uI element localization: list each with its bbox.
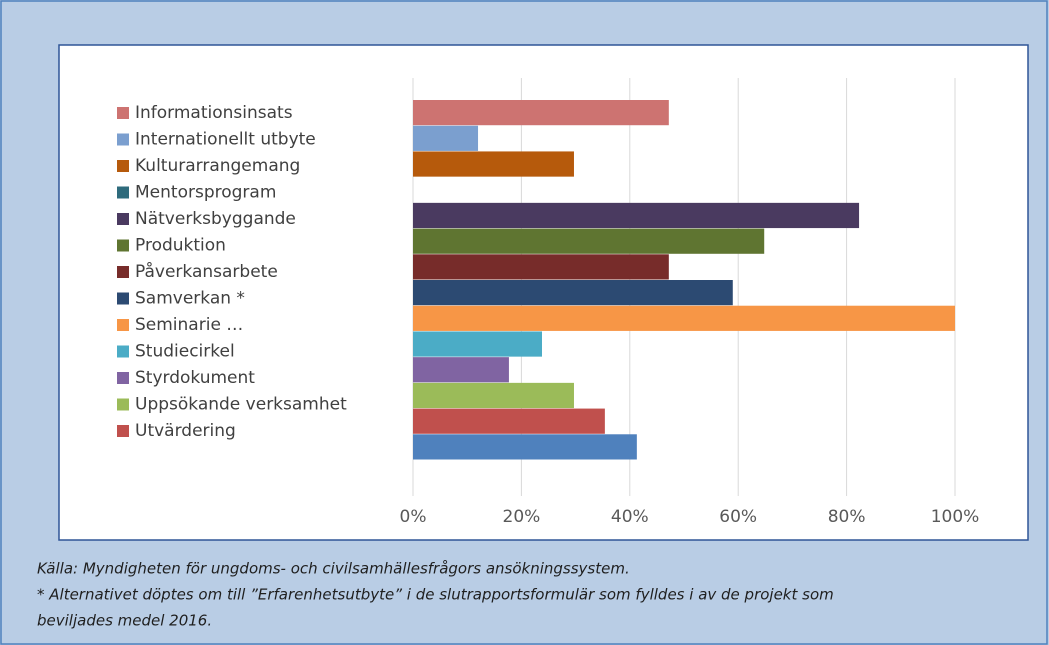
bar	[413, 125, 479, 151]
bar	[413, 357, 509, 383]
legend-label: Produktion	[135, 236, 226, 256]
legend-swatch	[117, 345, 129, 358]
bar	[413, 331, 542, 357]
legend-swatch	[117, 133, 129, 146]
legend-swatch	[117, 107, 129, 119]
note: beviljades medel 2016.	[37, 612, 212, 630]
legend-swatch	[117, 239, 129, 252]
legend-label: Studiecirkel	[135, 342, 235, 362]
note: Källa: Myndigheten för ungdoms- och civi…	[37, 560, 630, 578]
legend-label: Internationellt utbyte	[135, 130, 316, 150]
bar	[413, 202, 860, 229]
legend-label: Kulturarrangemang	[135, 156, 300, 176]
bar	[413, 254, 669, 280]
legend-label: Samverkan *	[135, 289, 245, 309]
bar	[413, 280, 733, 306]
legend-label: Nätverksbyggande	[135, 209, 296, 229]
bar	[413, 408, 605, 434]
legend-label: Mentorsprogram	[135, 183, 276, 203]
legend-label: Informationsinsats	[135, 103, 293, 123]
legend-label: Seminarie …	[135, 315, 243, 335]
legend-label: Uppsökande verksamhet	[135, 395, 347, 415]
legend-swatch	[117, 213, 129, 225]
legend-swatch	[117, 372, 129, 384]
x-tick-label: 40%	[611, 507, 649, 527]
bar	[413, 151, 574, 177]
x-tick-label: 60%	[719, 507, 757, 527]
legend-swatch	[117, 266, 129, 278]
x-tick-label: 80%	[828, 507, 866, 527]
note: * Alternativet döptes om till ”Erfarenhe…	[37, 586, 834, 604]
legend-label: Utvärdering	[135, 421, 236, 441]
bar	[413, 305, 955, 331]
legend-swatch	[117, 292, 129, 305]
x-tick-label: 100%	[931, 507, 980, 527]
legend-swatch	[117, 398, 129, 411]
bar	[413, 100, 669, 126]
legend-swatch	[117, 319, 129, 331]
legend-label: Påverkansarbete	[135, 261, 278, 282]
bar	[413, 382, 574, 409]
legend-swatch	[117, 425, 129, 437]
legend-label: Styrdokument	[135, 368, 255, 388]
legend-swatch	[117, 186, 129, 199]
legend-swatch	[117, 160, 129, 172]
bar	[413, 434, 637, 460]
bar	[413, 228, 765, 254]
x-tick-label: 20%	[503, 507, 541, 527]
x-tick-label: 0%	[400, 507, 427, 527]
